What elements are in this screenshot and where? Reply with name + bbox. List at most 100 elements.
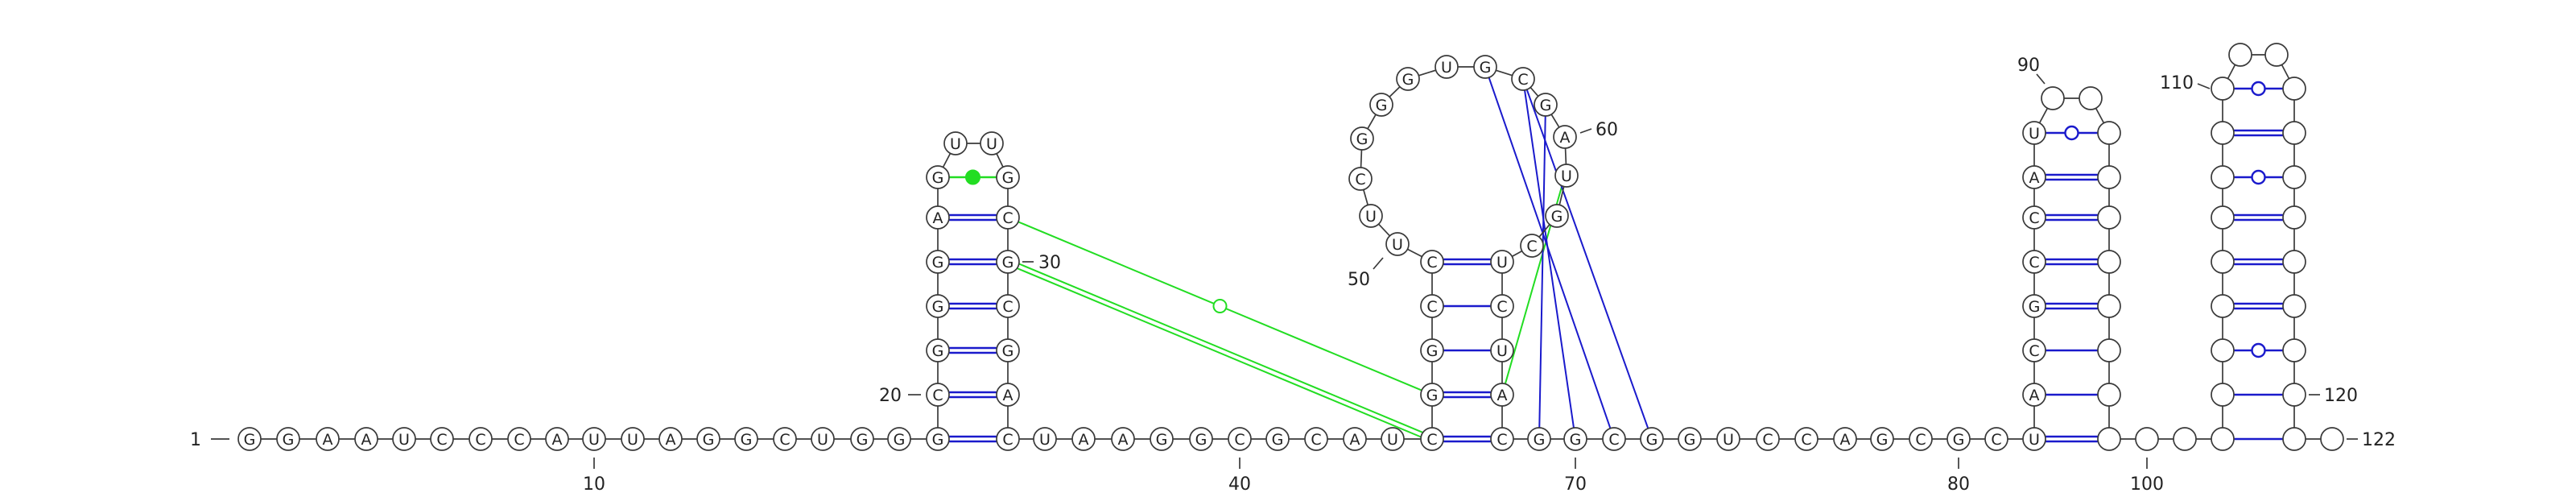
backbone-segment bbox=[2038, 107, 2049, 124]
nucleotide-letter: C bbox=[1426, 298, 1437, 316]
nucleotide: U bbox=[1490, 338, 1514, 362]
nucleotide: G bbox=[996, 165, 1020, 189]
nucleotide-letter: A bbox=[2029, 387, 2040, 404]
nucleotide-letter: G bbox=[1356, 130, 1368, 148]
base-pair bbox=[1443, 391, 1491, 399]
nucleotide bbox=[2097, 205, 2121, 230]
nucleotide: G bbox=[926, 427, 950, 451]
nucleotide: U bbox=[2022, 427, 2046, 451]
nucleotide: G bbox=[926, 165, 950, 189]
nucleotide: A bbox=[658, 427, 683, 451]
nucleotide bbox=[2097, 165, 2121, 189]
nucleotide bbox=[2282, 121, 2306, 145]
nucleotide: C bbox=[2022, 250, 2046, 274]
nucleotide: C bbox=[1490, 427, 1514, 451]
nucleotide: A bbox=[1490, 383, 1514, 407]
nucleotide bbox=[2228, 43, 2252, 67]
nucleotide-letter: G bbox=[894, 431, 906, 449]
nucleotide-letter: G bbox=[2029, 298, 2041, 316]
nucleotide-letter: U bbox=[817, 431, 828, 449]
nucleotide: U bbox=[1359, 204, 1383, 228]
nucleotide-letter: C bbox=[2029, 254, 2039, 271]
nucleotide bbox=[2097, 338, 2121, 362]
backbone-segment bbox=[2095, 107, 2105, 124]
position-number: 1 bbox=[190, 430, 229, 450]
nucleotide-letter: G bbox=[932, 169, 944, 187]
nucleotide-letter: C bbox=[1608, 431, 1619, 449]
backbone bbox=[261, 54, 2321, 440]
nucleotide: G bbox=[1545, 204, 1569, 228]
nucleotide: C bbox=[996, 205, 1020, 230]
nucleotide: C bbox=[1520, 234, 1544, 258]
nucleotide-letter: U bbox=[2029, 125, 2040, 143]
backbone-segment bbox=[1550, 114, 1560, 128]
base-pair bbox=[949, 302, 997, 310]
nucleotide-letter: A bbox=[1079, 431, 1089, 449]
nucleotide-letter: U bbox=[1441, 59, 1452, 77]
position-number: 110 bbox=[2160, 73, 2211, 93]
nucleotide-letter: C bbox=[1426, 254, 1437, 271]
nucleotide-letter: C bbox=[2029, 209, 2039, 227]
base-pair bbox=[2234, 213, 2283, 222]
nucleotide: U bbox=[1385, 232, 1410, 256]
nucleotide-letter: G bbox=[1646, 431, 1658, 449]
position-number-label: 70 bbox=[1564, 474, 1587, 495]
backbone-segment bbox=[1360, 149, 1363, 168]
nucleotide: U bbox=[621, 427, 645, 451]
nucleotide-letter: U bbox=[398, 431, 410, 449]
nucleotide: G bbox=[2022, 294, 2046, 318]
nucleotide-letter: A bbox=[1350, 431, 1360, 449]
nucleotide-letter: G bbox=[1684, 431, 1696, 449]
base-pairs bbox=[949, 81, 2283, 443]
nucleotide: A bbox=[1343, 427, 1367, 451]
tertiary-interaction bbox=[1018, 221, 1422, 391]
tertiary-interaction bbox=[1524, 89, 1575, 429]
nucleotide-letter: G bbox=[932, 298, 944, 316]
position-number-label: 40 bbox=[1228, 474, 1251, 495]
nucleotide-letter: U bbox=[1365, 208, 1377, 226]
nucleotide-letter: G bbox=[1376, 97, 1388, 114]
nucleotide-letter: G bbox=[1953, 431, 1965, 449]
nucleotide-letter: C bbox=[436, 431, 447, 449]
nucleotide: C bbox=[430, 427, 454, 451]
nucleotide bbox=[2264, 43, 2289, 67]
nucleotide: A bbox=[1111, 427, 1135, 451]
nucleotide-letter: G bbox=[1534, 431, 1546, 449]
nucleotide-letter: A bbox=[323, 431, 333, 449]
nucleotide-letter: C bbox=[1002, 298, 1013, 316]
nucleotide-letter: C bbox=[475, 431, 485, 449]
nucleotide: G bbox=[1369, 93, 1393, 117]
nucleotide-letter: U bbox=[986, 135, 997, 153]
nucleotide: C bbox=[2022, 338, 2046, 362]
nucleotide-letter: U bbox=[1039, 431, 1051, 449]
nucleotide-letter: A bbox=[1497, 387, 1508, 404]
nucleotide: U bbox=[1490, 250, 1514, 274]
nucleotide: G bbox=[276, 427, 300, 451]
nucleotide-letter: C bbox=[1311, 431, 1321, 449]
position-number-label: 90 bbox=[2017, 56, 2040, 76]
nucleotide: G bbox=[237, 427, 262, 451]
nucleotide-letter: G bbox=[1426, 387, 1439, 404]
nucleotide: U bbox=[1716, 427, 1740, 451]
nucleotide: G bbox=[996, 250, 1020, 274]
nucleotide-letter: C bbox=[1762, 431, 1773, 449]
nucleotide-letter: C bbox=[1915, 431, 1926, 449]
tertiary-interaction bbox=[1525, 89, 1649, 429]
nucleotide: A bbox=[1553, 125, 1577, 149]
nucleotide-letter: G bbox=[1002, 254, 1014, 271]
nucleotide bbox=[2211, 205, 2235, 230]
base-pair bbox=[949, 391, 997, 399]
base-pair bbox=[2234, 81, 2283, 97]
nucleotide-letter: U bbox=[1496, 342, 1508, 360]
backbone-segment bbox=[942, 153, 952, 168]
nucleotide-letter: A bbox=[1560, 129, 1571, 147]
nucleotide: C bbox=[1602, 427, 1626, 451]
nucleotide-letter: G bbox=[932, 342, 944, 360]
nucleotide: G bbox=[1534, 93, 1558, 117]
position-number: 122 bbox=[2347, 430, 2396, 450]
nucleotide: C bbox=[1511, 67, 1535, 91]
position-number-label: 1 bbox=[190, 430, 201, 450]
nucleotide: U bbox=[811, 427, 835, 451]
nucleotide-letter: G bbox=[1402, 71, 1414, 89]
nucleotide: U bbox=[1554, 164, 1579, 188]
